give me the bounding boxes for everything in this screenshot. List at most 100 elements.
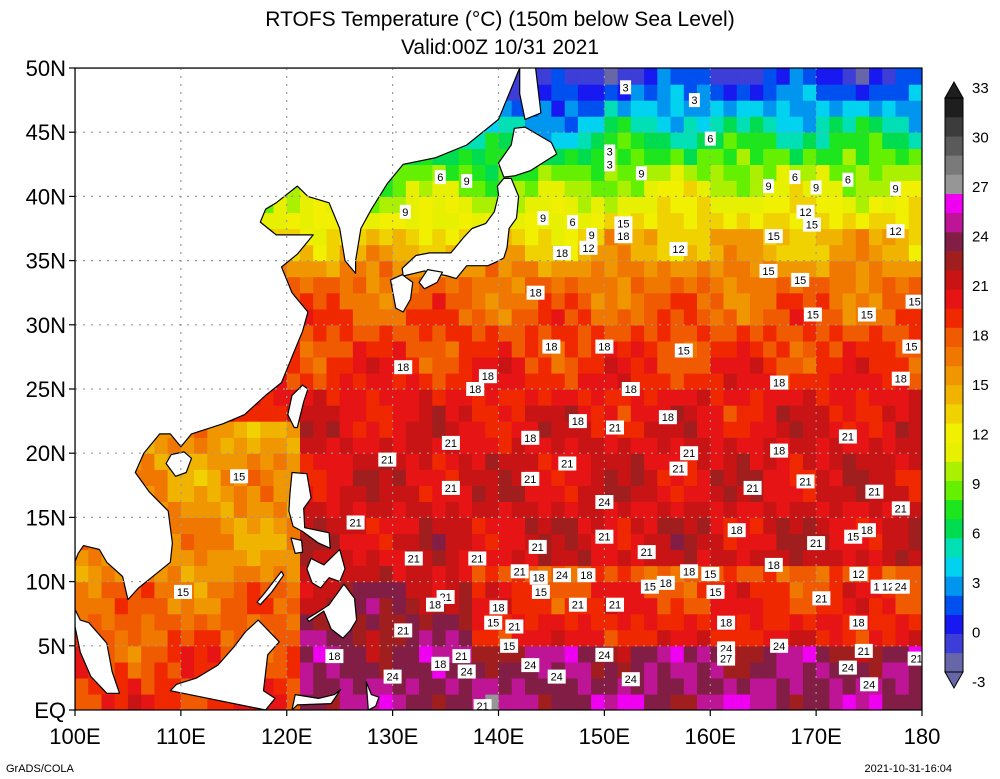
- temperature-cell: [419, 565, 433, 583]
- temperature-cell: [683, 645, 698, 663]
- temperature-cell: [127, 613, 142, 631]
- temperature-cell: [392, 372, 407, 390]
- temperature-cell: [419, 196, 433, 214]
- temperature-cell: [657, 597, 672, 615]
- temperature-cell: [392, 308, 407, 326]
- temperature-cell: [617, 116, 632, 133]
- temperature-cell: [326, 469, 341, 486]
- temperature-cell: [710, 324, 725, 342]
- temperature-cell: [750, 164, 764, 181]
- temperature-cell: [776, 517, 791, 535]
- temperature-cell: [842, 100, 857, 117]
- temperature-cell: [855, 469, 870, 486]
- temperature-cell: [776, 276, 791, 294]
- contour-label-box: [891, 579, 910, 594]
- contour-label: 21: [683, 448, 695, 460]
- temperature-cell: [485, 629, 500, 647]
- contour-label: 18: [482, 371, 494, 383]
- temperature-cell: [180, 629, 195, 647]
- temperature-cell: [710, 212, 725, 230]
- contour-label: 18: [556, 248, 568, 260]
- temperature-cell: [564, 116, 579, 133]
- colorbar-swatch: [945, 652, 963, 673]
- temperature-cell: [326, 661, 341, 679]
- temperature-cell: [445, 501, 460, 518]
- temperature-cell: [736, 196, 751, 214]
- contour-label-box: [704, 131, 716, 146]
- contour-label-box: [577, 568, 596, 583]
- contour-label-box: [528, 539, 547, 554]
- temperature-cell: [326, 517, 341, 535]
- temperature-cell: [670, 389, 685, 406]
- temperature-cell: [551, 629, 566, 647]
- temperature-cell: [538, 629, 552, 647]
- temperature-cell: [392, 565, 407, 583]
- contour-label-box: [466, 382, 485, 396]
- temperature-cell: [286, 661, 301, 679]
- contour-label: 18: [731, 525, 743, 537]
- temperature-cell: [736, 68, 751, 85]
- temperature-cell: [617, 629, 632, 647]
- landmasses: [75, 68, 558, 710]
- temperature-cell: [180, 613, 195, 631]
- temperature-cell: [855, 180, 870, 197]
- temperature-cell: [141, 645, 155, 663]
- lon-tick-label: 110E: [156, 724, 206, 749]
- temperature-cell: [750, 661, 764, 679]
- temperature-cell: [458, 694, 473, 710]
- temperature-cell: [432, 421, 447, 438]
- temperature-cell: [379, 405, 394, 422]
- contour-label-box: [325, 649, 344, 664]
- temperature-cell: [366, 308, 380, 326]
- temperature-cell: [485, 581, 500, 599]
- temperature-cell: [802, 116, 817, 133]
- temperature-cell: [657, 517, 672, 535]
- temperature-cell: [670, 533, 685, 551]
- temperature-cell: [260, 469, 275, 486]
- temperature-cell: [247, 501, 261, 518]
- temperature-cell: [750, 68, 764, 85]
- temperature-cell: [617, 565, 632, 583]
- temperature-cell: [895, 469, 910, 486]
- temperature-cell: [326, 228, 341, 246]
- temperature-cell: [736, 661, 751, 679]
- temperature-cell: [405, 453, 420, 470]
- temperature-cell: [683, 421, 698, 438]
- temperature-cell: [366, 292, 380, 310]
- temperature-cell: [564, 613, 579, 631]
- temperature-cell: [366, 437, 380, 454]
- temperature-cell: [683, 164, 698, 181]
- temperature-cell: [180, 533, 195, 551]
- temperature-cell: [577, 581, 592, 599]
- temperature-cell: [816, 437, 830, 454]
- temperature-cell: [882, 132, 897, 149]
- temperature-cell: [352, 533, 367, 551]
- temperature-cell: [855, 68, 870, 85]
- temperature-cell: [683, 148, 698, 165]
- temperature-cell: [511, 324, 526, 342]
- temperature-cell: [855, 372, 870, 390]
- temperature-cell: [750, 308, 764, 326]
- temperature-cell: [472, 517, 486, 535]
- temperature-cell: [511, 517, 526, 535]
- temperature-cell: [869, 340, 883, 358]
- temperature-cell: [352, 372, 367, 390]
- temperature-cell: [895, 629, 910, 647]
- temperature-cell: [167, 629, 182, 647]
- contour-label-box: [434, 170, 446, 185]
- temperature-cell: [895, 148, 910, 165]
- temperature-cell: [101, 565, 116, 583]
- temperature-cell: [326, 677, 341, 695]
- contour-label: 15: [806, 220, 818, 232]
- temperature-cell: [829, 565, 844, 583]
- colorbar-label: 12: [972, 427, 989, 444]
- temperature-cell: [339, 453, 354, 470]
- temperature-cell: [247, 581, 261, 599]
- temperature-cell: [167, 645, 182, 663]
- colorbar-swatch: [945, 557, 963, 577]
- temperature-cell: [392, 694, 407, 710]
- contour-label: 18: [580, 570, 592, 582]
- temperature-cell: [313, 469, 327, 486]
- temperature-cell: [207, 485, 222, 502]
- temperature-cell: [869, 228, 883, 246]
